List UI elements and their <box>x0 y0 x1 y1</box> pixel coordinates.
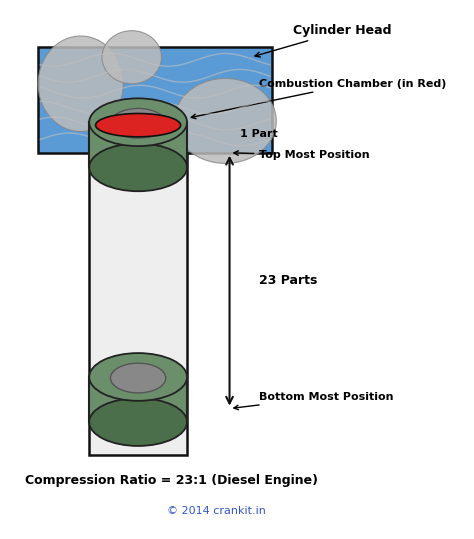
Text: Bottom Most Position: Bottom Most Position <box>234 392 394 410</box>
Ellipse shape <box>89 98 187 146</box>
Ellipse shape <box>96 114 181 137</box>
Text: 23 Parts: 23 Parts <box>259 274 318 287</box>
Text: Top Most Position: Top Most Position <box>234 150 370 161</box>
Ellipse shape <box>110 363 166 393</box>
Text: Combustion Chamber (in Red): Combustion Chamber (in Red) <box>191 79 447 119</box>
Ellipse shape <box>110 108 166 138</box>
Ellipse shape <box>174 79 276 163</box>
Ellipse shape <box>102 31 162 84</box>
Text: Cylinder Head: Cylinder Head <box>255 24 392 57</box>
Ellipse shape <box>89 143 187 191</box>
Ellipse shape <box>38 36 123 132</box>
Text: Compression Ratio = 23:1 (Diesel Engine): Compression Ratio = 23:1 (Diesel Engine) <box>26 474 319 487</box>
Bar <box>38 46 272 153</box>
Bar <box>89 377 187 422</box>
Text: © 2014 crankit.in: © 2014 crankit.in <box>167 506 266 516</box>
Bar <box>89 122 187 167</box>
Bar <box>89 153 187 455</box>
Text: 1 Part: 1 Part <box>240 129 278 139</box>
Ellipse shape <box>89 353 187 401</box>
Ellipse shape <box>89 398 187 446</box>
